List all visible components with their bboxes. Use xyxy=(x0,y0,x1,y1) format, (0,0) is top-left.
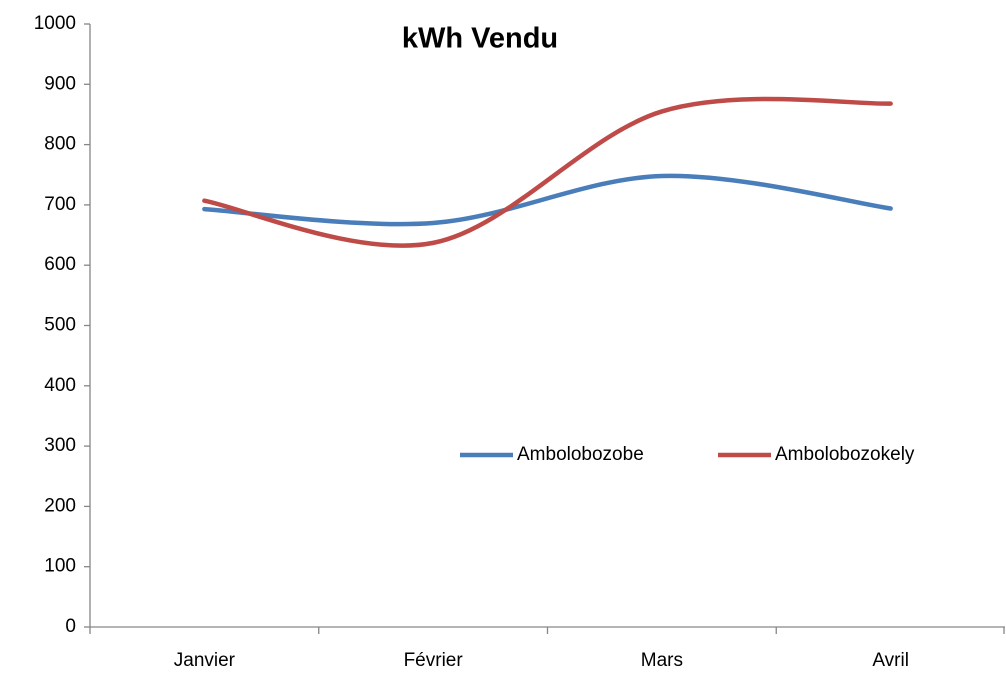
y-tick-label: 500 xyxy=(44,315,76,336)
x-tick-label: Mars xyxy=(641,650,683,671)
y-tick-label: 800 xyxy=(44,134,76,155)
y-tick-label: 200 xyxy=(44,495,76,516)
legend-label: Ambolobozokely xyxy=(775,444,915,465)
x-tick-label: Février xyxy=(404,650,464,671)
x-tick-label: Janvier xyxy=(174,650,236,671)
series-line xyxy=(202,96,893,248)
y-tick-label: 0 xyxy=(65,616,76,637)
y-tick-label: 900 xyxy=(44,73,76,94)
chart-title: kWh Vendu xyxy=(402,23,558,55)
legend-label: Ambolobozobe xyxy=(517,444,644,465)
series-line xyxy=(202,173,893,227)
y-tick-label: 100 xyxy=(44,556,76,577)
x-tick-label: Avril xyxy=(872,650,909,671)
y-tick-label: 1000 xyxy=(34,13,76,34)
y-tick-label: 300 xyxy=(44,435,76,456)
y-tick-label: 600 xyxy=(44,254,76,275)
y-tick-label: 700 xyxy=(44,194,76,215)
y-tick-label: 400 xyxy=(44,375,76,396)
